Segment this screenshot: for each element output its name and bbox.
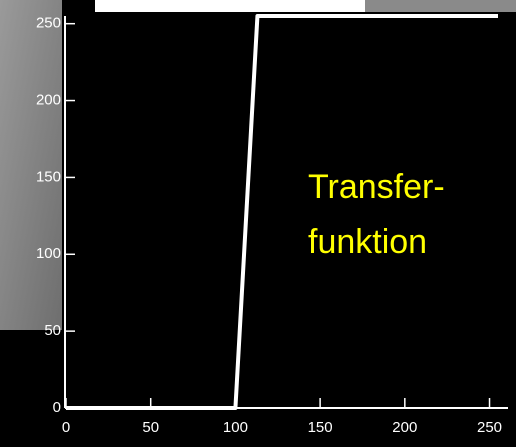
x-tick-label: 100 [223, 419, 248, 436]
y-tick-label: 50 [44, 322, 61, 339]
image-fragment [0, 0, 62, 330]
x-tick-label: 250 [477, 419, 502, 436]
annotation: Transfer- [308, 168, 445, 206]
x-tick-label: 150 [308, 419, 333, 436]
x-tick-label: 0 [62, 419, 70, 436]
y-tick-label: 150 [36, 168, 61, 185]
y-tick-label: 0 [53, 399, 61, 416]
image-fragment [95, 0, 365, 12]
plot-background [62, 12, 516, 447]
annotation: funktion [308, 223, 427, 261]
y-tick-label: 250 [36, 15, 61, 32]
x-tick-label: 200 [392, 419, 417, 436]
x-tick-label: 50 [142, 419, 159, 436]
y-tick-label: 100 [36, 245, 61, 262]
line [66, 14, 498, 410]
image-fragment [365, 0, 516, 12]
y-tick-label: 200 [36, 92, 61, 109]
